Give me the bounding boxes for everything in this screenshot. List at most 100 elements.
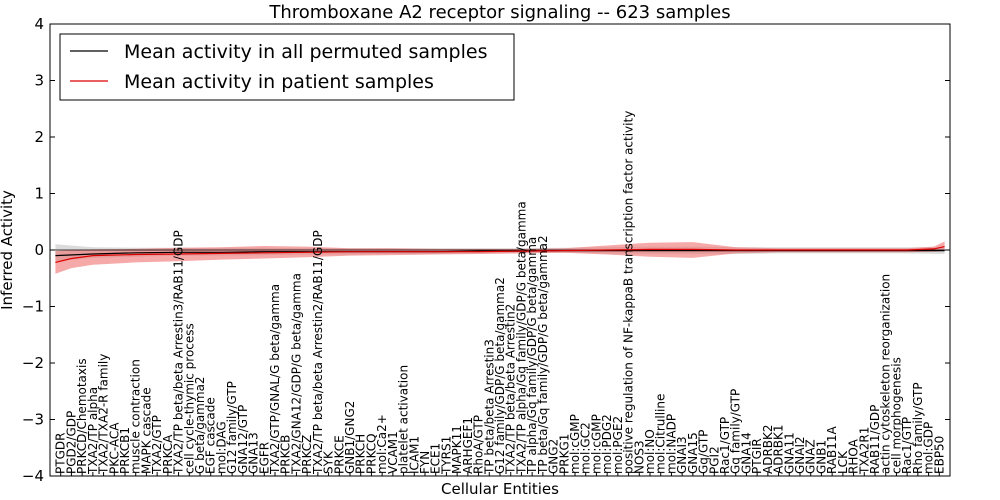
y-tick-label: −4 xyxy=(22,467,44,485)
x-tick-label: LCK xyxy=(836,450,850,474)
x-tick-label: Rho family/GTP xyxy=(911,382,925,474)
x-tick-label: GNA15 xyxy=(686,432,700,474)
legend-label-permuted: Mean activity in all permuted samples xyxy=(124,41,487,63)
x-tick-label: GNA11 xyxy=(782,432,796,474)
x-tick-label: TXA2/TP alpha xyxy=(86,387,100,475)
x-tick-label: Gq family/GTP xyxy=(729,389,743,474)
x-tick-label: G beta/gamma2 xyxy=(193,376,207,474)
x-tick-label: mol:NO xyxy=(643,429,657,474)
x-tick-label: PRKCB xyxy=(279,435,293,474)
x-tick-label: PRKCE xyxy=(332,435,346,474)
x-tick-label: SYK xyxy=(322,450,336,474)
x-tick-label: TXA2/TP beta/beta Arrestin2/RAB11/GDP xyxy=(311,230,325,475)
y-tick-label: 1 xyxy=(34,185,44,203)
x-tick-label: PKC-ACA xyxy=(107,422,121,474)
x-tick-label: PRKCH xyxy=(354,434,368,474)
x-axis-ticks xyxy=(60,472,940,476)
x-tick-label: mol:Ca2+ xyxy=(375,414,389,474)
x-tick-label: EGFR xyxy=(257,442,271,474)
x-tick-label: PRKG1 xyxy=(557,434,571,474)
x-tick-label: PTGDR xyxy=(54,433,68,474)
x-tick-label: PTGIR xyxy=(750,438,764,474)
x-tick-label: GNB1/GNG2 xyxy=(343,401,357,474)
chart-title: Thromboxane A2 receptor signaling -- 623… xyxy=(268,2,730,23)
x-tick-label: RAB11A xyxy=(825,425,839,474)
legend: Mean activity in all permuted samples Me… xyxy=(59,33,515,101)
x-tick-label: RHOA xyxy=(847,438,861,474)
y-tick-label: −3 xyxy=(22,411,44,429)
patient-mean-line xyxy=(55,246,945,263)
x-tick-label: GNA13 xyxy=(247,432,261,474)
x-tick-label: TXA2R1 xyxy=(857,427,871,475)
x-tick-label: mol:GDP xyxy=(922,422,936,474)
x-tick-label: TXA2/TP beta/beta Arrestin2 xyxy=(504,304,518,475)
x-tick-label: GNA12/GTP xyxy=(236,405,250,474)
x-tick-label: ARHGEF1 xyxy=(461,417,475,474)
x-tick-label: PRKCA xyxy=(161,434,175,474)
patient-band xyxy=(55,241,945,274)
series-lines xyxy=(55,246,945,263)
x-tick-label: EBP50 xyxy=(932,436,946,474)
x-tick-label: TXA2/GTP/GNAL/G beta/gamma xyxy=(268,284,282,475)
confidence-bands xyxy=(55,241,945,274)
x-tick-label: TXA2/GTP xyxy=(150,415,164,475)
x-tick-label: GNAI3 xyxy=(675,436,689,474)
x-tick-label: PGI2 xyxy=(707,446,721,474)
x-tick-label: TP alpha/Gq family/GDP/G beta/gamma xyxy=(525,237,539,475)
x-tick-label: GNAI2 xyxy=(793,436,807,474)
x-tick-label: ECE1 xyxy=(429,443,443,474)
y-axis-label: Inferred Activity xyxy=(0,190,16,310)
x-tick-label: TXA2/TXA2-R family xyxy=(97,354,111,475)
y-tick-label: 0 xyxy=(34,241,44,259)
x-tick-label: positive regulation of NF-kappaB transcr… xyxy=(622,111,636,474)
x-tick-label: mol:DAG xyxy=(214,421,228,474)
x-tick-label: PRKCZ xyxy=(300,435,314,474)
x-tick-label: Rac1/GTP xyxy=(718,417,732,474)
x-tick-label: VCAM1 xyxy=(386,431,400,474)
x-tick-label: muscle contraction xyxy=(129,359,143,474)
x-tick-label: TYRS1 xyxy=(439,436,453,475)
x-tick-label: mol:NADP xyxy=(664,414,678,474)
y-tick-label: −1 xyxy=(22,298,44,316)
x-tick-label: TXA2/TP alpha/Gq family/GDP/G beta/gamma xyxy=(514,201,528,475)
x-tick-label: GNAZ xyxy=(804,439,818,474)
x-tick-label: mol:cGMP xyxy=(589,414,603,474)
x-tick-label: TXA2/GNA12/GDP/G beta/gamma xyxy=(289,273,303,475)
x-tick-label: FYN xyxy=(418,451,432,474)
x-tick-label: PRKCQ xyxy=(364,433,378,474)
x-tick-label: mol:PDG2 xyxy=(600,414,614,474)
x-tick-label: TP beta/beta Arrestin3 xyxy=(482,339,496,475)
x-tick-label: mol:Citrulline xyxy=(654,394,668,474)
x-tick-label: EGF cascade xyxy=(204,397,218,474)
x-tick-label: PGD2/GDP xyxy=(64,411,78,474)
y-tick-label: −2 xyxy=(22,354,44,372)
x-tick-label: PRKCB1 xyxy=(118,427,132,474)
x-tick-label: cell cycle-thymic process xyxy=(182,323,196,474)
x-tick-label: Gq/GTP xyxy=(697,430,711,474)
x-tick-label: RAB11/GDP xyxy=(868,405,882,474)
x-tick-label: TP beta/Gq family/GDP/G beta/gamma2 xyxy=(536,235,550,475)
y-axis-ticks: −4 −3 −2 −1 0 1 2 3 4 xyxy=(22,15,950,485)
x-tick-label: cell morphogenesis xyxy=(889,357,903,474)
x-axis-label: Cellular Entities xyxy=(441,480,559,498)
x-tick-label: GNG2 xyxy=(547,439,561,474)
x-tick-label: platelet activation xyxy=(397,365,411,474)
x-tick-label: GNA14 xyxy=(739,432,753,474)
x-tick-label: G12 family/GDP/G beta/gamma2 xyxy=(493,277,507,474)
x-tick-label: NOS3 xyxy=(632,440,646,474)
y-tick-label: 3 xyxy=(34,72,44,90)
x-tick-label: G12 family/GTP xyxy=(225,381,239,474)
legend-box xyxy=(59,33,515,101)
x-tick-label: mol:PGE2 xyxy=(611,416,625,474)
x-tick-label: PRKCD/Chemotaxis xyxy=(75,358,89,474)
x-tick-label: MAPK11 xyxy=(450,425,464,474)
x-tick-label: RhoA/GTP xyxy=(472,415,486,474)
x-tick-label: TXA2/TP beta/beta Arrestin3/RAB11/GDP xyxy=(172,230,186,475)
x-tick-label: mol:GC2 xyxy=(579,422,593,474)
x-tick-label: mol:cGMP xyxy=(568,414,582,474)
x-tick-label: actin cytoskeleton reorganization xyxy=(879,274,893,474)
x-tick-label: MAPK cascade xyxy=(139,387,153,474)
x-tick-label: GNB1 xyxy=(814,440,828,474)
